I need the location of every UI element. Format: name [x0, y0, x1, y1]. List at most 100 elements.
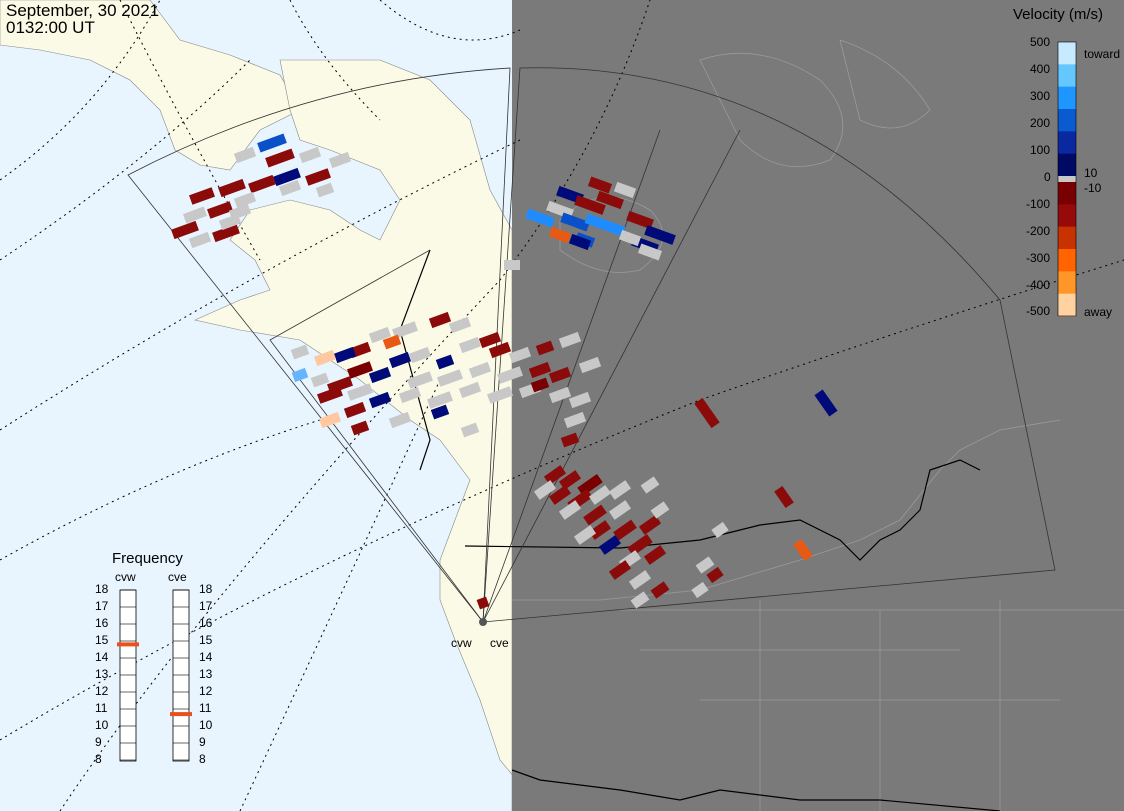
radar-cell	[189, 187, 215, 205]
radar-cell	[568, 233, 592, 251]
cvw-freq-level: 16	[95, 616, 109, 630]
colorbar-segment	[1058, 182, 1076, 205]
radar-cell	[598, 535, 622, 555]
radar-cell	[487, 386, 513, 404]
radar-cell	[543, 465, 567, 485]
cve-freq-level: 18	[199, 582, 213, 596]
radar-cell	[548, 485, 572, 505]
radar-cell	[313, 349, 337, 367]
radar-cell	[350, 420, 370, 436]
frequency-indicators	[117, 589, 192, 762]
toward-label: toward	[1084, 47, 1121, 61]
colorbar-segment	[1058, 109, 1076, 132]
radar-cell	[468, 361, 492, 379]
colorbar-segment	[1058, 249, 1076, 272]
cvw-freq-level: 12	[95, 684, 109, 698]
colorbar-tick: -10	[1084, 181, 1102, 195]
radar-cell	[437, 369, 463, 387]
radar-cell	[188, 231, 212, 249]
colorbar-tick: 500	[1030, 35, 1051, 49]
radar-cell	[608, 480, 632, 500]
radar-cell	[608, 500, 632, 520]
radar-cell	[248, 174, 276, 194]
cve-freq-level: 17	[199, 599, 213, 613]
radar-cell	[368, 326, 392, 344]
radar-cell	[548, 386, 572, 404]
radar-cell	[508, 346, 532, 364]
cve-freq-level: 16	[199, 616, 213, 630]
radar-cell	[535, 340, 555, 356]
radar-cell	[458, 336, 482, 354]
radar-cell	[583, 504, 607, 526]
radar-cell	[278, 179, 302, 197]
radar-cells	[171, 133, 838, 610]
radar-cell	[694, 397, 720, 429]
cvw-site-label: cvw	[451, 636, 472, 650]
radar-cell	[628, 570, 652, 590]
radar-cell	[558, 331, 582, 349]
radar-cell	[458, 381, 482, 399]
radar-cell	[525, 208, 555, 228]
cve-freq-level: 15	[199, 633, 213, 647]
cve-freq-label: cve	[168, 570, 187, 584]
radar-cell	[212, 223, 240, 243]
radar-cell	[273, 167, 301, 187]
colorbar-tick: -200	[1026, 224, 1051, 238]
night-region	[512, 0, 1124, 811]
cvw-freq-level: 14	[95, 650, 109, 664]
radar-cell	[613, 181, 637, 199]
land-daylight	[0, 0, 526, 811]
radar-cell	[563, 411, 587, 429]
radar-cell	[618, 229, 642, 247]
radar-cell	[548, 226, 572, 244]
radar-cell	[460, 422, 480, 438]
cvw-freq-level: 8	[95, 752, 102, 766]
radar-cell	[711, 521, 729, 539]
cvw-freq-level: 18	[95, 582, 109, 596]
radar-cell	[630, 591, 650, 609]
cve-frequency-scale	[172, 589, 190, 762]
cvw-freq-level: 11	[95, 701, 108, 715]
radar-cell	[347, 383, 373, 401]
radar-cell	[310, 372, 330, 388]
colorbar-tick: 400	[1030, 62, 1051, 76]
radar-cell	[315, 182, 335, 198]
colorbar-tick: 300	[1030, 89, 1051, 103]
frequency-title: Frequency	[112, 550, 183, 567]
radar-cell	[573, 525, 597, 545]
colorbar-segment	[1058, 293, 1076, 317]
cve-freq-level: 9	[199, 735, 206, 749]
cvw-freq-level: 15	[95, 633, 109, 647]
radar-cell	[584, 213, 626, 237]
cvw-freq-level: 13	[95, 667, 109, 681]
radar-cell	[428, 311, 452, 329]
radar-cell	[435, 354, 455, 370]
radar-cell	[577, 474, 603, 496]
colorbar-segment	[1058, 131, 1076, 155]
radar-cell	[588, 520, 612, 540]
colorbar-tick: -300	[1026, 251, 1051, 265]
date-label: September, 30 2021	[6, 1, 160, 20]
colorbar-tick: -400	[1026, 278, 1051, 292]
radar-cell	[476, 596, 490, 610]
colorbar-tick: 100	[1030, 143, 1051, 157]
radar-cell	[233, 191, 257, 209]
cve-site-label: cve	[490, 636, 509, 650]
radar-cell	[408, 346, 432, 364]
cvw-frequency-marker	[117, 642, 139, 647]
radar-cell	[504, 260, 520, 270]
radar-cell	[530, 377, 550, 393]
cve-freq-level: 13	[199, 667, 213, 681]
colorbar-segment	[1058, 271, 1076, 295]
radar-cell	[691, 581, 709, 599]
colorbar-frame	[1057, 41, 1077, 317]
colorbar-segment	[1058, 204, 1076, 228]
radar-cell	[233, 146, 257, 164]
colorbar-tick: 0	[1044, 170, 1051, 184]
radar-cell	[448, 316, 472, 334]
radar-cell	[558, 500, 582, 520]
velocity-colorbar	[1057, 41, 1077, 317]
colorbar-segment	[1058, 42, 1076, 65]
radar-cell	[706, 566, 724, 584]
radar-cell	[398, 386, 422, 404]
